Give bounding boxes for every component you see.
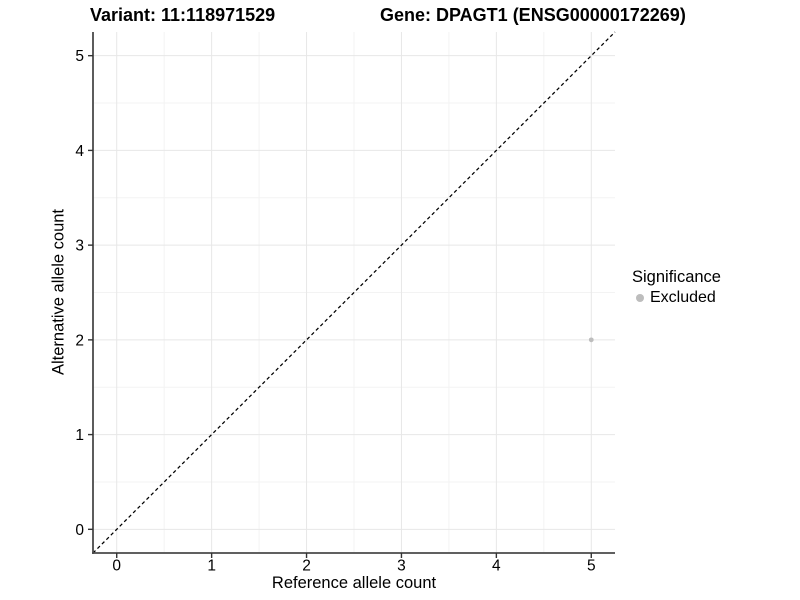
plot-title-variant: Variant: 11:118971529 [90,5,276,25]
y-axis-tick-label: 2 [75,332,84,349]
x-axis-tick-label: 5 [587,558,596,575]
y-axis-label: Alternative allele count [49,208,68,376]
legend-item-excluded: Excluded [632,288,721,307]
identity-reference-line [92,31,616,554]
legend-title: Significance [632,268,721,286]
y-axis-tick-label: 4 [75,143,84,160]
x-axis-label: Reference allele count [271,574,437,592]
legend: Significance Excluded [632,267,721,307]
x-axis-tick-label: 1 [207,558,216,575]
x-axis-tick-label: 0 [112,558,121,575]
y-axis-tick-label: 1 [75,427,84,444]
plot-title-gene: Gene: DPAGT1 (ENSG00000172269) [380,5,686,25]
y-axis-tick-label: 3 [75,238,84,255]
x-axis-tick-label: 3 [397,558,406,575]
y-axis-tick-label: 5 [75,48,84,65]
y-axis-tick-label: 0 [75,522,84,539]
x-axis-tick-label: 2 [302,558,311,575]
legend-item-label: Excluded [650,288,716,306]
x-axis-tick-label: 4 [492,558,501,575]
data-point [588,337,594,343]
legend-point-icon [636,293,644,302]
